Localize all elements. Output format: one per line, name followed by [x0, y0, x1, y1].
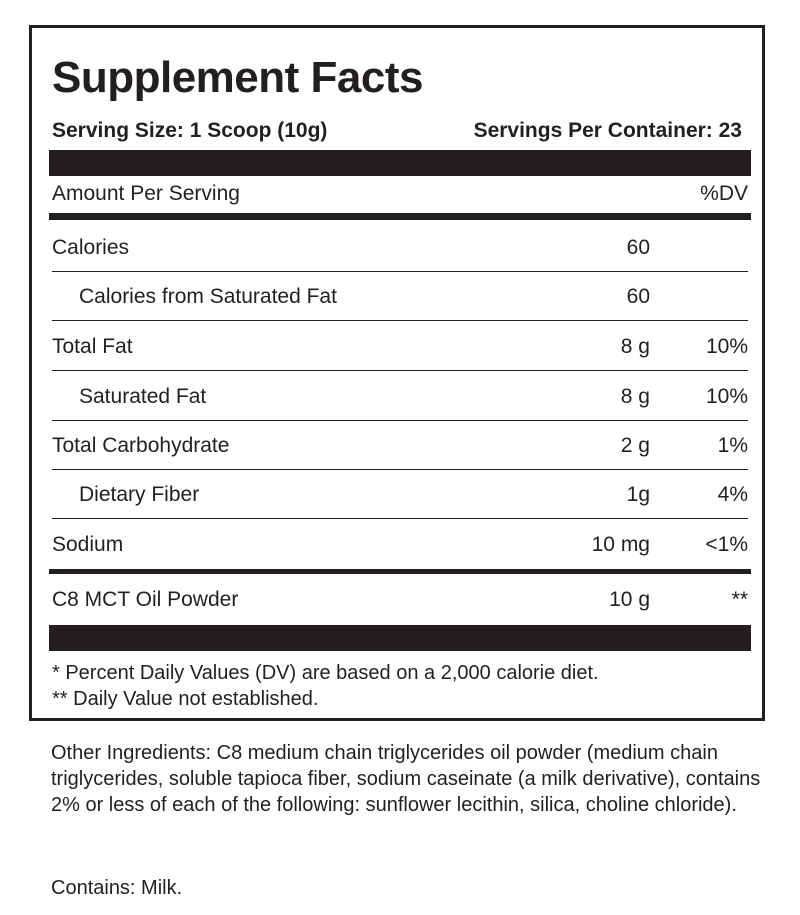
nutrient-row-total-carbohydrate: Total Carbohydrate 2 g 1%	[52, 422, 748, 470]
nutrient-row-saturated-fat: Saturated Fat 8 g 10%	[52, 373, 748, 421]
footnote-not-established: ** Daily Value not established.	[52, 688, 319, 710]
other-ingredients: Other Ingredients: C8 medium chain trigl…	[51, 742, 761, 816]
nutrient-row-mct-oil-powder: C8 MCT Oil Powder 10 g **	[52, 576, 748, 624]
nutrient-name: Saturated Fat	[79, 384, 207, 408]
nutrient-row-total-fat: Total Fat 8 g 10%	[52, 323, 748, 371]
footnote-daily-values: * Percent Daily Values (DV) are based on…	[52, 662, 599, 684]
nutrient-amount: 2 g	[620, 433, 650, 457]
nutrient-name: Calories from Saturated Fat	[79, 284, 337, 308]
serving-size: Serving Size: 1 Scoop (10g)	[52, 119, 328, 142]
nutrient-name: Total Carbohydrate	[52, 433, 230, 457]
nutrient-name: Total Fat	[52, 334, 133, 358]
nutrient-amount: 10 g	[609, 588, 650, 611]
top-thick-bar	[49, 150, 751, 176]
servings-per-container: Servings Per Container: 23	[473, 119, 742, 142]
nutrient-dv: <1%	[705, 533, 748, 556]
header-divider-bar	[49, 213, 751, 220]
nutrient-row-calories-sat-fat: Calories from Saturated Fat 60	[52, 273, 748, 321]
nutrient-dv: 4%	[717, 482, 748, 506]
nutrient-dv: 1%	[717, 433, 748, 457]
dv-header: %DV	[700, 182, 748, 205]
mid-divider-bar	[49, 569, 751, 574]
nutrient-name: Dietary Fiber	[79, 482, 200, 506]
nutrient-amount: 60	[626, 284, 650, 308]
nutrient-amount: 8 g	[620, 334, 650, 358]
nutrient-dv: 10%	[705, 334, 748, 358]
nutrient-dv: 10%	[705, 384, 748, 408]
nutrient-name: Sodium	[52, 533, 124, 556]
nutrient-dv: **	[731, 588, 748, 611]
bottom-thick-bar	[49, 625, 751, 651]
supplement-facts-panel: Supplement Facts Serving Size: 1 Scoop (…	[29, 25, 765, 721]
nutrient-amount: 60	[626, 235, 650, 259]
nutrient-row-calories: Calories 60	[52, 224, 748, 272]
nutrient-amount: 1g	[626, 482, 650, 506]
footnotes: * Percent Daily Values (DV) are based on…	[52, 660, 599, 712]
amount-per-serving-header: Amount Per Serving %DV	[52, 176, 748, 212]
nutrient-amount: 8 g	[620, 384, 650, 408]
nutrient-amount: 10 mg	[591, 533, 650, 556]
nutrient-row-dietary-fiber: Dietary Fiber 1g 4%	[52, 471, 748, 519]
amount-per-serving-label: Amount Per Serving	[52, 182, 240, 205]
nutrient-name: C8 MCT Oil Powder	[52, 588, 239, 611]
nutrient-row-sodium: Sodium 10 mg <1%	[52, 521, 748, 569]
nutrient-name: Calories	[52, 235, 130, 259]
label-title: Supplement Facts	[52, 53, 423, 102]
serving-info: Serving Size: 1 Scoop (10g) Servings Per…	[52, 116, 742, 146]
allergen-contains: Contains: Milk.	[51, 877, 183, 899]
